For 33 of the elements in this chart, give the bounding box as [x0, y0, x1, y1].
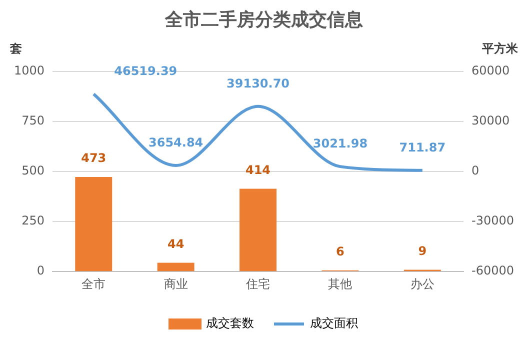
data-label: 44: [167, 236, 184, 251]
y-axis-title: 套: [9, 42, 22, 56]
data-label: 3021.98: [312, 136, 368, 151]
y2-axis-title: 平方米: [481, 42, 519, 56]
x-tick-label: 商业: [164, 276, 188, 291]
data-label: 46519.39: [114, 64, 178, 78]
y2-tick-label: -30000: [471, 214, 514, 228]
y2-tick-label: 0: [471, 164, 480, 178]
legend-label: 成交套数: [206, 316, 254, 330]
data-label: 414: [245, 162, 271, 177]
legend-label: 成交面积: [310, 316, 358, 330]
x-tick-label: 其他: [328, 276, 352, 291]
data-label: 473: [81, 151, 106, 166]
bar: [240, 188, 277, 272]
y-tick-label: 250: [22, 214, 45, 228]
data-label: 9: [418, 244, 427, 258]
y-tick-label: 1000: [14, 64, 45, 78]
y2-tick-label: 30000: [471, 114, 510, 128]
x-tick-label: 住宅: [245, 276, 270, 291]
data-label: 3654.84: [148, 136, 204, 150]
x-tick-label: 全市: [82, 276, 106, 291]
bar: [75, 177, 112, 272]
y-tick-label: 500: [22, 164, 45, 178]
data-label: 39130.70: [226, 76, 290, 91]
data-label: 6: [336, 244, 344, 259]
x-tick-label: 办公: [410, 276, 434, 291]
data-label: 711.87: [399, 140, 446, 155]
y2-tick-label: 60000: [471, 64, 510, 78]
y-tick-label: 0: [36, 264, 45, 278]
y2-tick-label: -60000: [471, 264, 514, 278]
y-tick-label: 750: [22, 114, 45, 128]
chart-title: 全市二手房分类成交信息: [164, 9, 363, 30]
bar: [157, 262, 194, 272]
